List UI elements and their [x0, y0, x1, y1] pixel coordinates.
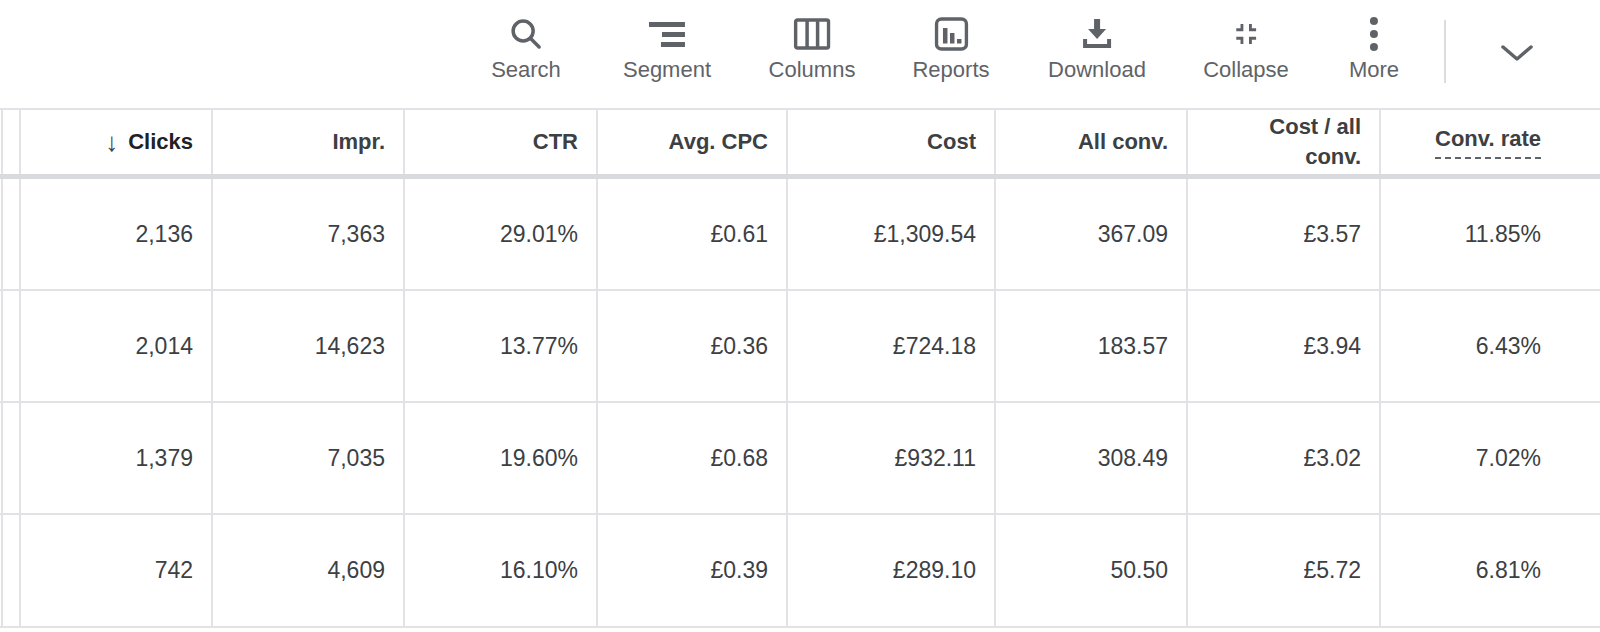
cell-all-conv: 308.49 [996, 403, 1188, 513]
header-cell-impr[interactable]: Impr. [213, 110, 405, 174]
columns-button-label: Columns [769, 56, 856, 84]
cell-cost: £724.18 [788, 291, 996, 401]
cell-cost: £289.10 [788, 515, 996, 626]
more-button[interactable]: More [1349, 12, 1399, 84]
ghost-cell [3, 403, 21, 513]
table-row: 7424,60916.10%£0.39£289.1050.50£5.726.81… [0, 515, 1600, 628]
reports-icon [934, 12, 968, 56]
cell-cost-all-conv: £3.02 [1188, 403, 1381, 513]
search-icon [508, 12, 544, 56]
columns-button[interactable]: Columns [769, 12, 856, 84]
header-cell-conv-rate[interactable]: Conv. rate [1381, 110, 1600, 174]
collapse-icon [1229, 12, 1263, 56]
cell-ctr: 16.10% [405, 515, 598, 626]
cell-conv-rate: 6.43% [1381, 291, 1600, 401]
chevron-down-icon [1500, 44, 1534, 68]
header-cell-cost-all-conv[interactable]: Cost / all conv. [1188, 110, 1381, 174]
cell-conv-rate: 11.85% [1381, 179, 1600, 289]
cell-cost-all-conv: £3.57 [1188, 179, 1381, 289]
cell-cost: £1,309.54 [788, 179, 996, 289]
header-cell-clicks[interactable]: ↓ Clicks [21, 110, 213, 174]
header-cell-all-conv[interactable]: All conv. [996, 110, 1188, 174]
collapse-button-label: Collapse [1203, 56, 1289, 84]
download-button[interactable]: Download [1048, 12, 1146, 84]
ghost-cell [3, 110, 21, 174]
cell-ctr: 29.01% [405, 179, 598, 289]
header-label-avg-cpc: Avg. CPC [669, 129, 768, 155]
cell-conv-rate: 6.81% [1381, 515, 1600, 626]
table-toolbar: Search Segment Columns Reports Download Colla… [0, 0, 1600, 108]
cell-all-conv: 50.50 [996, 515, 1188, 626]
header-label-cost-all-conv: Cost / all conv. [1237, 112, 1361, 171]
more-button-label: More [1349, 56, 1399, 84]
cell-avg-cpc: £0.36 [598, 291, 788, 401]
header-cell-avg-cpc[interactable]: Avg. CPC [598, 110, 788, 174]
table-row: 2,1367,36329.01%£0.61£1,309.54367.09£3.5… [0, 179, 1600, 291]
header-label-impr: Impr. [332, 129, 385, 155]
reports-button-label: Reports [912, 56, 989, 84]
ghost-cell [3, 179, 21, 289]
header-label-ctr: CTR [533, 129, 578, 155]
collapse-button[interactable]: Collapse [1203, 12, 1289, 84]
segment-button-label: Segment [623, 56, 711, 84]
cell-avg-cpc: £0.61 [598, 179, 788, 289]
search-button-label: Search [491, 56, 561, 84]
header-label-conv-rate: Conv. rate [1435, 126, 1541, 159]
search-button[interactable]: Search [491, 12, 561, 84]
segment-button[interactable]: Segment [623, 12, 711, 84]
cell-clicks: 2,136 [21, 179, 213, 289]
cell-clicks: 1,379 [21, 403, 213, 513]
header-label-all-conv: All conv. [1078, 129, 1168, 155]
cell-impr: 7,035 [213, 403, 405, 513]
sort-descending-icon: ↓ [105, 127, 118, 158]
cell-cost: £932.11 [788, 403, 996, 513]
table-row: 2,01414,62313.77%£0.36£724.18183.57£3.94… [0, 291, 1600, 403]
header-cell-ctr[interactable]: CTR [405, 110, 598, 174]
ghost-cell [3, 291, 21, 401]
cell-all-conv: 183.57 [996, 291, 1188, 401]
more-icon [1369, 12, 1379, 56]
header-label-cost: Cost [927, 129, 976, 155]
reports-button[interactable]: Reports [912, 12, 989, 84]
cell-ctr: 19.60% [405, 403, 598, 513]
cell-impr: 7,363 [213, 179, 405, 289]
cell-impr: 4,609 [213, 515, 405, 626]
header-cell-cost[interactable]: Cost [788, 110, 996, 174]
cell-conv-rate: 7.02% [1381, 403, 1600, 513]
cell-avg-cpc: £0.39 [598, 515, 788, 626]
cell-all-conv: 367.09 [996, 179, 1188, 289]
cell-clicks: 2,014 [21, 291, 213, 401]
cell-impr: 14,623 [213, 291, 405, 401]
download-button-label: Download [1048, 56, 1146, 84]
table-header-row: ↓ Clicks Impr. CTR Avg. CPC Cost All conv. Cost… [0, 110, 1600, 174]
cell-avg-cpc: £0.68 [598, 403, 788, 513]
columns-icon [794, 12, 831, 56]
stats-table: ↓ Clicks Impr. CTR Avg. CPC Cost All conv. Cost… [0, 108, 1600, 628]
segment-icon [649, 12, 685, 56]
expand-table-button[interactable] [1493, 38, 1541, 74]
cell-cost-all-conv: £3.94 [1188, 291, 1381, 401]
download-icon [1079, 12, 1115, 56]
toolbar-divider [1444, 20, 1446, 83]
table-row: 1,3797,03519.60%£0.68£932.11308.49£3.027… [0, 403, 1600, 515]
cell-ctr: 13.77% [405, 291, 598, 401]
ghost-cell [3, 515, 21, 626]
header-label-clicks: Clicks [128, 129, 193, 155]
cell-clicks: 742 [21, 515, 213, 626]
cell-cost-all-conv: £5.72 [1188, 515, 1381, 626]
